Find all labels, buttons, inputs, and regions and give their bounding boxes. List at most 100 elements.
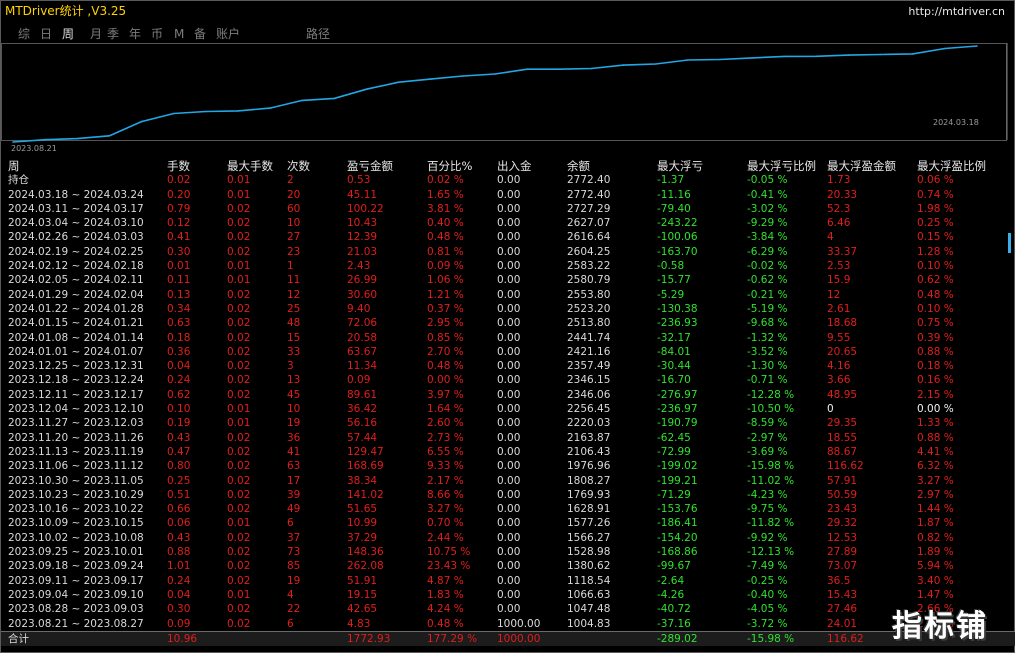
equity-point-28	[911, 53, 914, 55]
cell-dd: -32.17	[657, 331, 691, 344]
cell-ddp: -3.72 %	[747, 617, 788, 630]
cell-lots: 0.11	[167, 274, 191, 287]
table-row: 2023.11.27 ~ 2023.12.03 0.19 0.01 19 56.16 2.…	[1, 416, 1015, 430]
cell-cnt: 36	[287, 431, 301, 444]
cell-io: 0.00	[497, 202, 521, 215]
cell-pct: 0.85 %	[427, 331, 464, 344]
equity-point-30	[976, 45, 978, 47]
table-row: 2023.11.06 ~ 2023.11.12 0.80 0.02 63 168.69 9…	[1, 459, 1015, 473]
cell-dd: -11.16	[657, 188, 691, 201]
equity-point-19	[622, 64, 625, 66]
cell-pct: 1.83 %	[427, 588, 464, 601]
tab-3[interactable]: 月	[90, 27, 103, 41]
table-row: 2024.02.26 ~ 2024.03.03 0.41 0.02 27 12.39 0.…	[1, 230, 1015, 244]
cell-fpp: 1.33 %	[917, 417, 954, 430]
table-row: 2023.12.25 ~ 2023.12.31 0.04 0.02 3 11.34 0.4…	[1, 359, 1015, 373]
cell-lots: 0.20	[167, 188, 191, 201]
cell-max: 0.02	[227, 617, 251, 630]
cell-cnt: 3	[287, 360, 294, 373]
cell-cnt: 20	[287, 188, 301, 201]
cell-fpp: 4.41 %	[917, 445, 954, 458]
equity-point-14	[462, 75, 464, 77]
cell-io: 0.00	[497, 474, 521, 487]
cell-fpp: 0.10 %	[917, 260, 954, 273]
tab-8[interactable]: 备	[194, 27, 207, 41]
tab-2[interactable]: 周	[62, 27, 75, 41]
cell-bal: 1004.83	[567, 617, 611, 630]
cell-io: 1000.00	[497, 617, 541, 630]
cell-max: 0.02	[227, 231, 251, 244]
cell-pnl: 262.08	[347, 560, 384, 573]
cell-pnl: 1772.93	[347, 632, 391, 645]
table-row: 2024.03.11 ~ 2024.03.17 0.79 0.02 60 100.22 3…	[1, 202, 1015, 216]
tab-0[interactable]: 综	[18, 27, 31, 41]
cell-max: 最大手数	[227, 159, 273, 173]
tab-1[interactable]: 日	[40, 27, 53, 41]
table-row: 2023.10.16 ~ 2023.10.22 0.66 0.02 49 51.65 3.…	[1, 502, 1015, 516]
cell-io: 0.00	[497, 417, 521, 430]
cell-pct: 2.17 %	[427, 474, 464, 487]
cell-date: 2024.03.04 ~ 2024.03.10	[8, 217, 144, 230]
cell-pct: 0.02 %	[427, 174, 464, 187]
cell-io: 0.00	[497, 488, 521, 501]
website-link[interactable]: http://mtdriver.cn	[908, 5, 1005, 18]
cell-ddp: -11.82 %	[747, 517, 795, 530]
cell-date: 2023.09.04 ~ 2023.09.10	[8, 588, 144, 601]
cell-lots: 0.47	[167, 445, 191, 458]
cell-pnl: 37.29	[347, 531, 378, 544]
cell-date: 2023.08.28 ~ 2023.09.03	[8, 603, 144, 616]
equity-chart: 2023.08.21 2024.03.18	[1, 43, 1015, 155]
equity-point-7	[237, 110, 239, 112]
cell-fp: 18.55	[827, 431, 858, 444]
scroll-indicator[interactable]	[1008, 233, 1011, 253]
tab-10[interactable]: 路径	[306, 27, 331, 41]
tab-4[interactable]: 季	[107, 27, 120, 41]
cell-ddp: -0.25 %	[747, 574, 788, 587]
cell-date: 2023.12.11 ~ 2023.12.17	[8, 388, 144, 401]
table-row: 2024.01.29 ~ 2024.02.04 0.13 0.02 12 30.60 1.…	[1, 288, 1015, 302]
cell-lots: 0.43	[167, 431, 191, 444]
cell-cnt: 11	[287, 274, 301, 287]
tab-6[interactable]: 币	[151, 27, 164, 41]
tab-9[interactable]: 账户	[216, 27, 241, 41]
cell-io: 1000.00	[497, 632, 541, 645]
cell-io: 0.00	[497, 460, 521, 473]
cell-pct: 0.09 %	[427, 260, 464, 273]
cell-bal: 余额	[567, 159, 590, 173]
cell-date: 持仓	[8, 174, 29, 187]
cell-bal: 1769.93	[567, 488, 611, 501]
cell-bal: 2163.87	[567, 431, 611, 444]
cell-fpp: 1.89 %	[917, 546, 954, 559]
cell-pct: 2.70 %	[427, 345, 464, 358]
cell-fp: 20.33	[827, 188, 858, 201]
cell-dd: -40.72	[657, 603, 691, 616]
cell-lots: 0.80	[167, 460, 191, 473]
tab-7[interactable]: M	[174, 27, 185, 41]
cell-fpp: 0.18 %	[917, 360, 954, 373]
cell-bal: 2513.80	[567, 317, 611, 330]
cell-lots: 0.02	[167, 174, 191, 187]
cell-dd: -1.37	[657, 174, 685, 187]
cell-date: 2024.01.01 ~ 2024.01.07	[8, 345, 144, 358]
cell-io: 0.00	[497, 603, 521, 616]
cell-bal: 2106.43	[567, 445, 611, 458]
cell-lots: 0.30	[167, 245, 191, 258]
cell-pnl: 20.58	[347, 331, 378, 344]
cell-pct: 0.00 %	[427, 374, 464, 387]
cell-cnt: 6	[287, 617, 294, 630]
cell-pct: 2.73 %	[427, 431, 464, 444]
cell-pct: 6.55 %	[427, 445, 464, 458]
cell-lots: 0.12	[167, 217, 191, 230]
cell-cnt: 85	[287, 560, 301, 573]
cell-fp: 50.59	[827, 488, 858, 501]
cell-fp: 73.07	[827, 560, 858, 573]
cell-ddp: 最大浮亏比例	[747, 159, 816, 173]
equity-point-13	[429, 78, 432, 80]
tab-5[interactable]: 年	[129, 27, 142, 41]
cell-fp: 15.9	[827, 274, 851, 287]
cell-date: 2023.11.27 ~ 2023.12.03	[8, 417, 144, 430]
cell-pnl: 148.36	[347, 546, 384, 559]
cell-fpp: 3.27 %	[917, 474, 954, 487]
cell-pct: 0.40 %	[427, 217, 464, 230]
cell-fp: 2.61	[827, 302, 851, 315]
